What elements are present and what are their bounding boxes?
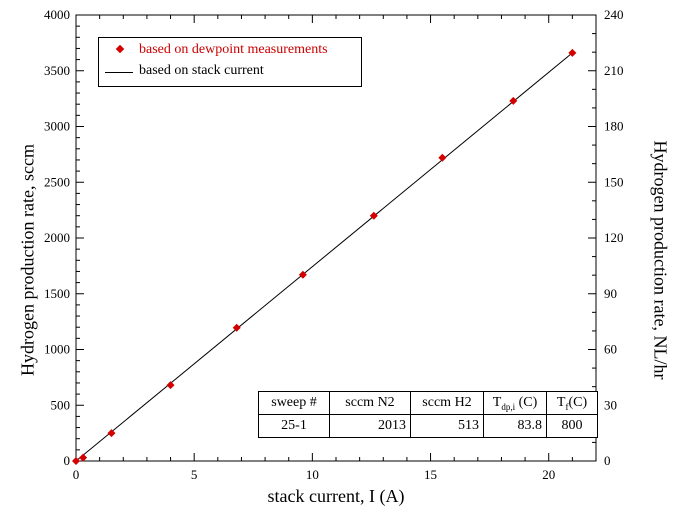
y2-tick-label: 240 [604,7,624,22]
y2-tick-label: 90 [604,286,617,301]
y-axis-label-left: Hydrogen production rate, sccm [8,60,48,460]
y2-tick-label: 30 [604,397,617,412]
tick-labels: 0 5 10 15 2005001000150020002500300035004000… [44,7,624,482]
table-header-n2: sccm N2 [329,391,411,415]
y2-axis-title: Hydrogen production rate, NL/hr [650,140,671,380]
legend-label-stack-current: based on stack current [139,63,264,78]
tick-marks [75,14,597,462]
legend-label-dewpoint: based on dewpoint measurements [139,42,328,57]
y-tick-label: 3000 [44,119,70,134]
x-tick-label: 0 [73,467,80,482]
table-header-tf: Tf(C) [546,391,598,415]
x-axis-title: stack current, I (A) [267,486,405,506]
data-marks [72,48,577,465]
series-line-stack-current [75,52,573,462]
tdp-symbol: T [492,394,502,410]
data-point-dewpoint [79,453,88,462]
y-tick-label: 2500 [44,174,70,189]
legend-entry-stack-current: based on stack current [99,62,361,82]
legend-entry-dewpoint: based on dewpoint measurements [99,41,361,61]
table-header-h2: sccm H2 [410,391,484,415]
table-cell-n2: 2013 [329,414,411,438]
y2-tick-label: 120 [604,230,624,245]
table-header-sweep: sweep # [258,391,330,415]
data-point-dewpoint [438,153,447,162]
table-row: 25-1 2013 513 83.8 800 [258,414,598,438]
y2-tick-label: 180 [604,119,624,134]
y-tick-label: 3500 [44,63,70,78]
data-point-dewpoint [369,211,378,220]
y-tick-label: 4000 [44,7,70,22]
x-tick-label: 10 [306,467,319,482]
table-cell-sweep: 25-1 [258,414,330,438]
line-marker-icon [105,72,133,73]
table-cell-tf: 800 [546,414,598,438]
data-point-dewpoint [568,48,577,57]
tf-unit: (C) [568,394,588,410]
diamond-marker-icon [115,44,125,54]
data-point-dewpoint [509,96,518,105]
y-axis-title: Hydrogen production rate, sccm [17,144,38,376]
legend: based on dewpoint measurements based on … [98,37,362,87]
tf-subscript: f [565,401,569,412]
x-tick-label: 5 [191,467,198,482]
data-point-dewpoint [72,457,80,465]
x-tick-label: 20 [542,467,555,482]
x-tick-label: 15 [424,467,437,482]
y-tick-label: 1000 [44,342,70,357]
data-point-dewpoint [107,429,116,438]
y2-tick-label: 60 [604,342,617,357]
data-point-dewpoint [166,381,175,390]
y2-tick-label: 150 [604,174,624,189]
tdp-unit: (C) [518,394,538,410]
data-point-dewpoint [232,323,241,332]
y-axis-label-right: Hydrogen production rate, NL/hr [645,60,675,460]
conditions-table: sweep # sccm N2 sccm H2 Tdp,i (C) Tf(C) … [258,391,598,438]
tf-symbol: T [556,394,566,410]
table-cell-tdp: 83.8 [483,414,547,438]
tdp-subscript: dp,i [501,401,516,412]
y2-tick-label: 0 [604,453,611,468]
data-point-dewpoint [298,270,307,279]
y-tick-label: 2000 [44,230,70,245]
y-tick-label: 500 [51,397,71,412]
y-tick-label: 1500 [44,286,70,301]
table-cell-h2: 513 [410,414,484,438]
table-header-row: sweep # sccm N2 sccm H2 Tdp,i (C) Tf(C) [258,391,598,415]
table-header-tdp: Tdp,i (C) [483,391,547,415]
y2-tick-label: 210 [604,63,624,78]
y-tick-label: 0 [64,453,71,468]
